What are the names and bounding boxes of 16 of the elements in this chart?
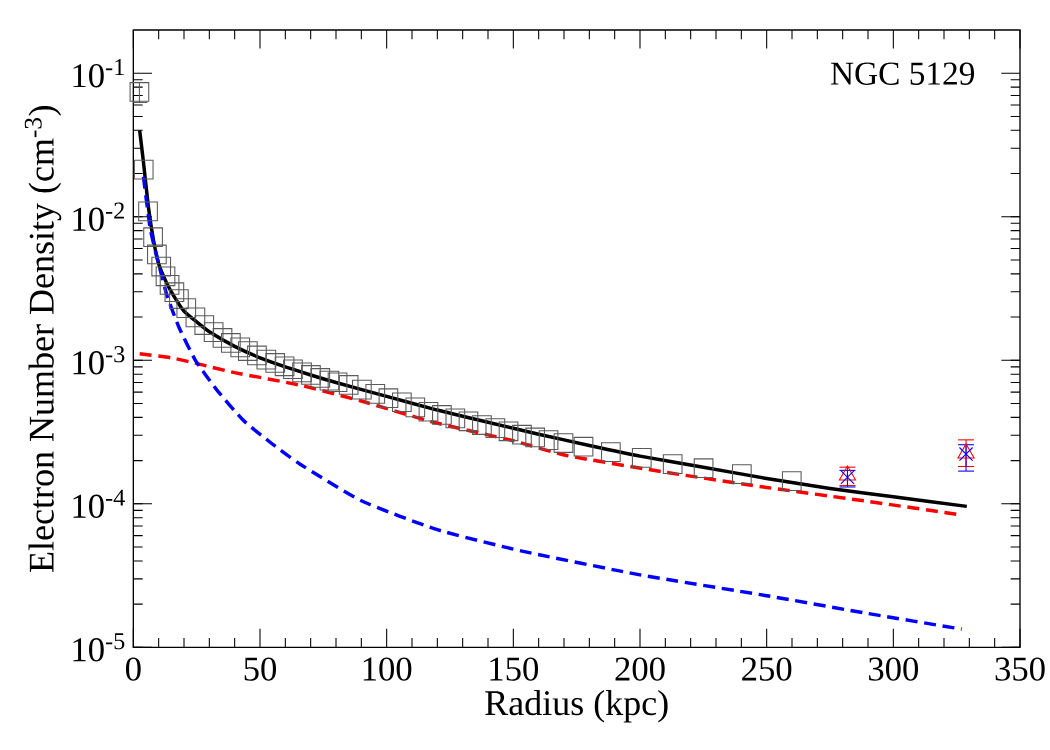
x-tick-label: 50 (244, 657, 277, 681)
y-tick-label: 10$^{-3}$ (73, 346, 125, 375)
x-tick-label: 350 (995, 657, 1045, 681)
annotation: NGC 5129 (830, 62, 975, 85)
y-tick-label: 10$^{-1}$ (73, 59, 124, 88)
y-tick-label: 10$^{-4}$ (73, 489, 125, 518)
x-tick-label: 300 (868, 657, 919, 681)
x-tick-label: 0 (125, 657, 141, 681)
x-tick-label: 100 (363, 657, 412, 681)
y-tick-label: 10$^{-5}$ (73, 633, 125, 662)
x-axis-title: Radius (kpc) (485, 689, 668, 723)
x-tick-label: 200 (615, 657, 665, 681)
y-axis-title: Electron Number Density (cm$^{-3}$) (24, 106, 62, 572)
y-tick-label: 10$^{-2}$ (73, 202, 124, 231)
x-tick-label: 150 (490, 657, 539, 681)
x-tick-label: 250 (742, 657, 792, 681)
